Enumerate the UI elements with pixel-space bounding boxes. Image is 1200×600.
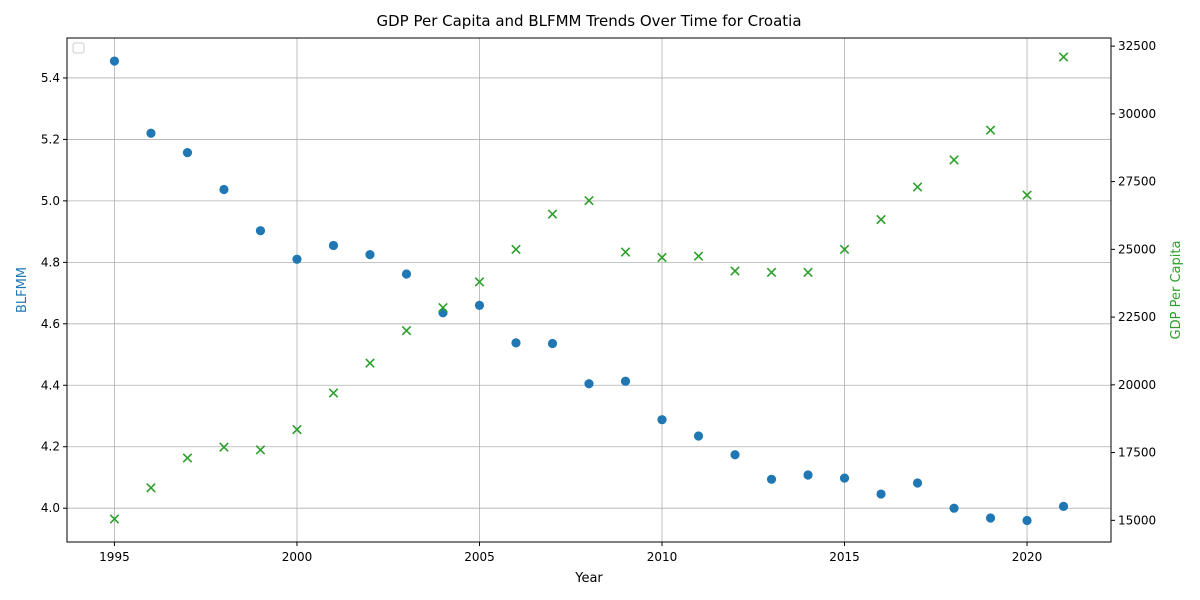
- left-y-tick-label: 4.6: [41, 317, 60, 331]
- left-y-tick-label: 5.4: [41, 71, 60, 85]
- chart-title: GDP Per Capita and BLFMM Trends Over Tim…: [376, 12, 801, 30]
- gdp-point: [876, 214, 886, 225]
- gdp-point: [912, 182, 923, 192]
- blfmm-point: [474, 300, 485, 310]
- gdp-point: [620, 247, 631, 257]
- gdp-point: [365, 358, 375, 368]
- right-y-tick-label: 32500: [1118, 39, 1156, 53]
- blfmm-point: [620, 376, 631, 386]
- blfmm-point: [693, 431, 704, 441]
- gdp-point: [1022, 190, 1032, 200]
- blfmm-point: [328, 240, 339, 251]
- gdp-point: [949, 155, 959, 165]
- x-tick-label: 2020: [1012, 550, 1043, 564]
- gdp-point: [584, 195, 594, 206]
- right-y-axis-title: GDP Per Capita: [1169, 241, 1184, 340]
- x-axis-title: Year: [574, 571, 603, 586]
- x-tick-label: 2015: [829, 550, 860, 564]
- legend-box: [72, 42, 85, 54]
- blfmm-point: [766, 474, 777, 484]
- blfmm-point: [912, 478, 923, 488]
- blfmm-point: [401, 269, 412, 279]
- gdp-point: [255, 445, 266, 455]
- plot-frame: [66, 37, 1112, 543]
- gdp-point: [182, 453, 193, 463]
- right-y-tick-label: 17500: [1118, 446, 1156, 460]
- blfmm-point: [876, 489, 886, 499]
- gdp-point: [547, 209, 558, 219]
- gdp-point: [1058, 52, 1069, 62]
- x-axis-ticks: 1995 2000 2005 2010 2015 2020: [99, 542, 1042, 564]
- gdp-point: [109, 514, 120, 524]
- left-y-tick-label: 5.0: [41, 194, 60, 208]
- blfmm-point: [255, 226, 266, 236]
- blfmm-point: [1022, 515, 1032, 526]
- grid-lines: [67, 38, 1111, 542]
- blfmm-point: [803, 470, 813, 480]
- blfmm-point: [109, 56, 120, 66]
- left-y-tick-label: 4.2: [41, 440, 60, 454]
- blfmm-point: [146, 128, 156, 138]
- gdp-point: [803, 267, 813, 278]
- gdp-point: [511, 244, 521, 255]
- gdp-point: [146, 483, 156, 493]
- blfmm-point: [292, 254, 302, 264]
- blfmm-point: [1058, 501, 1069, 511]
- left-y-tick-label: 4.4: [41, 378, 60, 392]
- blfmm-point: [219, 184, 229, 195]
- blfmm-point: [985, 513, 996, 523]
- gdp-point: [839, 244, 850, 255]
- blfmm-point: [730, 450, 740, 460]
- right-y-tick-label: 25000: [1118, 242, 1156, 256]
- gdp-point: [328, 388, 339, 398]
- left-y-tick-label: 4.0: [41, 501, 60, 515]
- blfmm-point: [511, 338, 521, 348]
- blfmm-point: [949, 503, 959, 513]
- gdp-point: [985, 125, 996, 135]
- blfmm-point: [438, 308, 448, 318]
- gdp-point: [401, 325, 412, 336]
- gdp-point: [219, 442, 229, 452]
- left-y-axis-ticks: 4.0 4.2 4.4 4.6 4.8 5.0 5.2 5.4: [41, 71, 67, 515]
- blfmm-series: [109, 56, 1069, 526]
- left-y-tick-label: 5.2: [41, 132, 60, 146]
- blfmm-point: [839, 473, 850, 483]
- right-y-axis-ticks: 15000 17500 20000 22500 25000 27500 30000 32500: [1111, 39, 1156, 527]
- left-y-tick-label: 4.8: [41, 255, 60, 269]
- gdp-point: [693, 251, 704, 261]
- gdp-series: [109, 52, 1069, 524]
- blfmm-point: [584, 379, 594, 389]
- x-tick-label: 2010: [647, 550, 678, 564]
- right-y-tick-label: 27500: [1118, 175, 1156, 189]
- gdp-point: [730, 266, 740, 276]
- x-tick-label: 2000: [282, 550, 313, 564]
- blfmm-point: [365, 250, 375, 260]
- blfmm-point: [547, 338, 558, 349]
- right-y-tick-label: 20000: [1118, 378, 1156, 392]
- gdp-point: [657, 252, 667, 263]
- x-tick-label: 1995: [99, 550, 130, 564]
- right-y-tick-label: 30000: [1118, 107, 1156, 121]
- gdp-point: [766, 267, 777, 278]
- gdp-point: [474, 277, 485, 287]
- x-tick-label: 2005: [464, 550, 495, 564]
- right-y-tick-label: 22500: [1118, 310, 1156, 324]
- gdp-point: [438, 302, 448, 313]
- blfmm-point: [182, 148, 193, 158]
- right-y-tick-label: 15000: [1118, 513, 1156, 527]
- left-y-axis-title: BLFMM: [15, 267, 30, 313]
- gdp-point: [292, 424, 302, 435]
- blfmm-point: [657, 415, 667, 425]
